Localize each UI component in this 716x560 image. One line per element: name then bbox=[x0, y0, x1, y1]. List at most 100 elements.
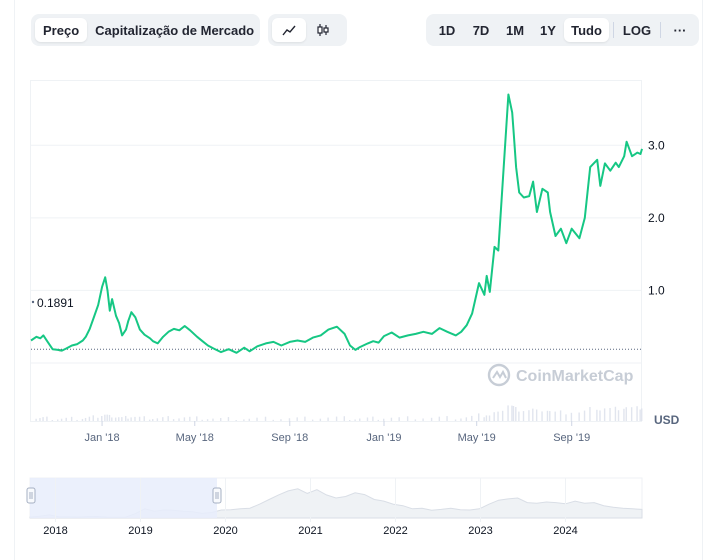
volume-bar bbox=[483, 417, 485, 421]
volume-bar bbox=[189, 416, 191, 421]
volume-bar bbox=[212, 418, 214, 421]
volume-bar bbox=[501, 410, 504, 421]
volume-bar bbox=[156, 418, 159, 421]
volume-bar bbox=[603, 408, 606, 421]
volume-bar bbox=[465, 417, 468, 421]
volume-bar bbox=[430, 417, 433, 421]
more-options-button[interactable]: ··· bbox=[673, 22, 687, 38]
range-1m[interactable]: 1M bbox=[505, 22, 525, 38]
volume-bar bbox=[554, 411, 556, 421]
volume-bar bbox=[60, 418, 63, 421]
price-chart[interactable]: CoinMarketCap 1.0 2.0 3.0 Jan '18 May '18 Se… bbox=[0, 0, 716, 460]
range-1d[interactable]: 1D bbox=[438, 22, 456, 38]
x-tick-label: Sep '18 bbox=[271, 432, 308, 444]
volume-bar bbox=[57, 419, 59, 421]
volume-bar bbox=[512, 406, 515, 421]
currency-label: USD bbox=[654, 413, 680, 427]
volume-bar bbox=[70, 416, 73, 421]
card-border-right bbox=[702, 0, 703, 560]
volume-bar bbox=[42, 417, 44, 421]
time-navigator[interactable]: 2018 2019 2020 2021 2022 2023 2024 bbox=[0, 470, 716, 550]
volume-bar bbox=[515, 407, 517, 421]
volume-bar bbox=[88, 416, 91, 421]
volume-bars bbox=[35, 405, 643, 421]
volume-bar bbox=[493, 412, 495, 421]
navigator-tick-label: 2024 bbox=[553, 525, 577, 537]
volume-bar bbox=[578, 412, 580, 421]
volume-bar bbox=[272, 419, 274, 421]
tab-market-cap[interactable]: Capitalização de Mercado bbox=[95, 22, 255, 38]
navigator-right-handle[interactable] bbox=[212, 487, 222, 504]
current-price-label: 0.1891 bbox=[37, 296, 74, 310]
volume-bar bbox=[39, 418, 41, 421]
volume-bar bbox=[206, 419, 209, 421]
volume-bar bbox=[639, 409, 641, 421]
watermark: CoinMarketCap bbox=[487, 363, 634, 387]
volume-bar bbox=[51, 420, 54, 421]
volume-bar bbox=[92, 415, 94, 421]
volume-bar bbox=[641, 408, 643, 421]
volume-bar bbox=[104, 414, 106, 421]
chart-plot-frame bbox=[30, 80, 642, 422]
volume-bar bbox=[460, 418, 462, 421]
volume-bar bbox=[565, 414, 567, 421]
volume-bar bbox=[288, 418, 291, 421]
volume-bar bbox=[471, 415, 473, 421]
price-line-below-baseline bbox=[58, 350, 355, 351]
navigator-tick-label: 2021 bbox=[298, 525, 322, 537]
volume-bar bbox=[406, 416, 409, 421]
navigator-left-handle[interactable] bbox=[26, 487, 36, 504]
log-scale-toggle[interactable]: LOG bbox=[622, 22, 652, 38]
volume-bar bbox=[65, 417, 67, 421]
range-7d[interactable]: 7D bbox=[472, 22, 490, 38]
candlestick-button[interactable] bbox=[306, 18, 340, 42]
volume-bar bbox=[546, 410, 549, 421]
volume-bar bbox=[518, 411, 520, 421]
x-tick-label: Jan '19 bbox=[366, 432, 401, 444]
y-tick-label: 3.0 bbox=[648, 138, 665, 152]
volume-bar bbox=[235, 420, 237, 421]
volume-bar bbox=[178, 418, 180, 421]
volume-bar bbox=[101, 416, 103, 421]
volume-bar bbox=[130, 417, 132, 421]
volume-bar bbox=[377, 419, 379, 421]
volume-bar bbox=[478, 413, 480, 421]
volume-bar bbox=[311, 419, 314, 421]
line-chart-button[interactable] bbox=[272, 18, 306, 42]
volume-bar bbox=[138, 416, 141, 421]
volume-bar bbox=[201, 419, 203, 421]
tab-price[interactable]: Preço bbox=[35, 18, 88, 42]
x-tick-label: Jan '18 bbox=[84, 432, 119, 444]
volume-bar bbox=[511, 405, 513, 421]
volume-bar bbox=[599, 410, 601, 421]
volume-bar bbox=[559, 410, 562, 421]
volume-bar bbox=[446, 416, 448, 421]
price-line bbox=[30, 93, 643, 354]
x-tick-label: May '18 bbox=[176, 432, 214, 444]
volume-bar bbox=[264, 416, 267, 421]
range-all[interactable]: Tudo bbox=[564, 18, 609, 42]
volume-bar bbox=[183, 417, 186, 421]
volume-bar bbox=[196, 416, 198, 421]
volume-bar bbox=[454, 419, 457, 421]
range-1y[interactable]: 1Y bbox=[540, 22, 556, 38]
volume-bar bbox=[148, 419, 151, 421]
card-border-left bbox=[14, 0, 15, 560]
baseline-marker bbox=[31, 300, 35, 304]
navigator-tick-label: 2020 bbox=[213, 525, 237, 537]
volume-bar bbox=[589, 407, 591, 421]
volume-bar bbox=[76, 419, 78, 421]
volume-bar bbox=[366, 417, 369, 421]
volume-bar bbox=[121, 417, 123, 421]
volume-bar bbox=[256, 417, 258, 421]
navigator-selection[interactable] bbox=[30, 478, 217, 518]
volume-bar bbox=[304, 416, 306, 421]
volume-bar bbox=[485, 415, 488, 421]
volume-bar bbox=[343, 416, 346, 421]
volume-bar bbox=[383, 418, 385, 421]
x-tick-label: Sep '19 bbox=[553, 432, 590, 444]
volume-bar bbox=[327, 417, 329, 421]
volume-bar bbox=[372, 416, 374, 421]
navigator-tick-label: 2018 bbox=[43, 525, 67, 537]
volume-bar bbox=[528, 410, 530, 421]
